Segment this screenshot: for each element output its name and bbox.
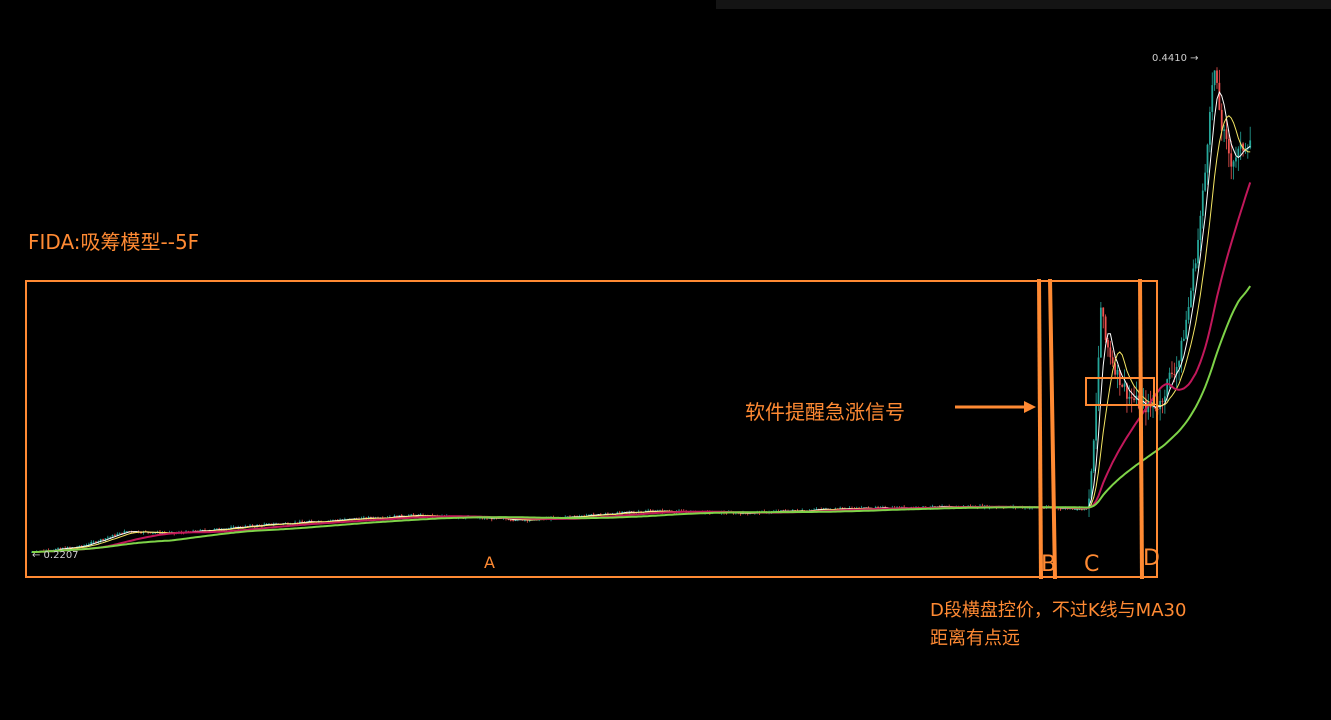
ma-mid-line [32, 115, 1251, 553]
candle [1133, 386, 1135, 403]
segment-divider-b-right [1048, 278, 1057, 580]
chart-title: FIDA:吸筹模型--5F [28, 230, 200, 254]
candle [151, 532, 154, 535]
candle [1197, 228, 1199, 269]
candle [301, 519, 304, 523]
low-price-label: ← 0.2207 [32, 550, 79, 561]
moving-averages-layer [32, 90, 1252, 553]
candle [1192, 259, 1195, 305]
candle [1114, 354, 1116, 379]
candle [1211, 72, 1214, 121]
candle [59, 547, 62, 550]
candle [1232, 159, 1235, 180]
top-toolbar-strip [716, 0, 1331, 9]
candle [1180, 337, 1183, 373]
candle [1175, 356, 1178, 389]
candle [57, 547, 59, 550]
segment-divider-d [1138, 278, 1144, 580]
segment-box-main [25, 280, 1158, 578]
candle [1235, 146, 1237, 168]
candle [1199, 210, 1202, 252]
candle [298, 519, 301, 525]
candle [1187, 297, 1190, 324]
candles-layer [31, 67, 1252, 553]
candle [1090, 468, 1093, 508]
candle [1099, 301, 1102, 358]
candle [1213, 70, 1216, 91]
candle [1206, 143, 1209, 185]
candle [1107, 337, 1109, 357]
candle [1249, 126, 1252, 150]
candle [1223, 124, 1226, 143]
ma-fast-line [32, 90, 1251, 553]
signal-arrow-head [1024, 401, 1036, 413]
ma-slow-line [32, 285, 1252, 553]
candle [1218, 69, 1221, 111]
candle [1116, 364, 1119, 389]
candle [125, 531, 128, 532]
candle [1185, 310, 1188, 340]
note-line-2: 距离有点远 [930, 628, 1020, 649]
candle [412, 513, 415, 516]
candle [1190, 287, 1192, 309]
note-line-1: D段横盘控价，不过K线与MA30 [930, 600, 1187, 621]
candle [1204, 164, 1207, 192]
candle [1135, 381, 1138, 406]
candle [1088, 489, 1090, 517]
candle [1220, 103, 1223, 141]
high-price-label: 0.4410 → [1152, 53, 1199, 64]
candle [1216, 67, 1218, 89]
candle [1104, 314, 1107, 344]
candle [1163, 389, 1166, 414]
segment-label-d: D [1143, 546, 1160, 571]
candle [1095, 392, 1098, 450]
candle [1242, 142, 1244, 157]
candle [118, 532, 121, 535]
candle [1159, 389, 1162, 421]
candle [1225, 116, 1228, 150]
candle [1118, 369, 1121, 396]
candle [1121, 383, 1124, 388]
candle [1244, 142, 1247, 154]
segment-label-c: C [1084, 552, 1099, 577]
candle [1237, 146, 1240, 171]
candle [1109, 340, 1112, 365]
candle [232, 525, 235, 529]
consolidation-box-d [1085, 377, 1155, 406]
segment-divider-b-left [1037, 278, 1043, 580]
candle [1128, 385, 1131, 405]
signal-annotation: 软件提醒急涨信号 [745, 400, 905, 424]
segment-label-a: A [484, 553, 495, 572]
candle [1126, 382, 1128, 413]
candle [1092, 438, 1095, 474]
candle [111, 534, 114, 537]
candle [1208, 106, 1211, 153]
candle [1230, 140, 1233, 180]
candle [1111, 350, 1114, 367]
candle [142, 530, 145, 535]
candle [1194, 258, 1197, 272]
candle [590, 513, 593, 516]
candle [92, 540, 95, 544]
candle [1182, 329, 1185, 342]
candle [1171, 361, 1173, 378]
ma30-line [32, 182, 1252, 553]
segment-label-b: B [1041, 552, 1056, 577]
candle [1227, 130, 1230, 168]
candle [1201, 183, 1204, 229]
candle [1102, 307, 1105, 329]
